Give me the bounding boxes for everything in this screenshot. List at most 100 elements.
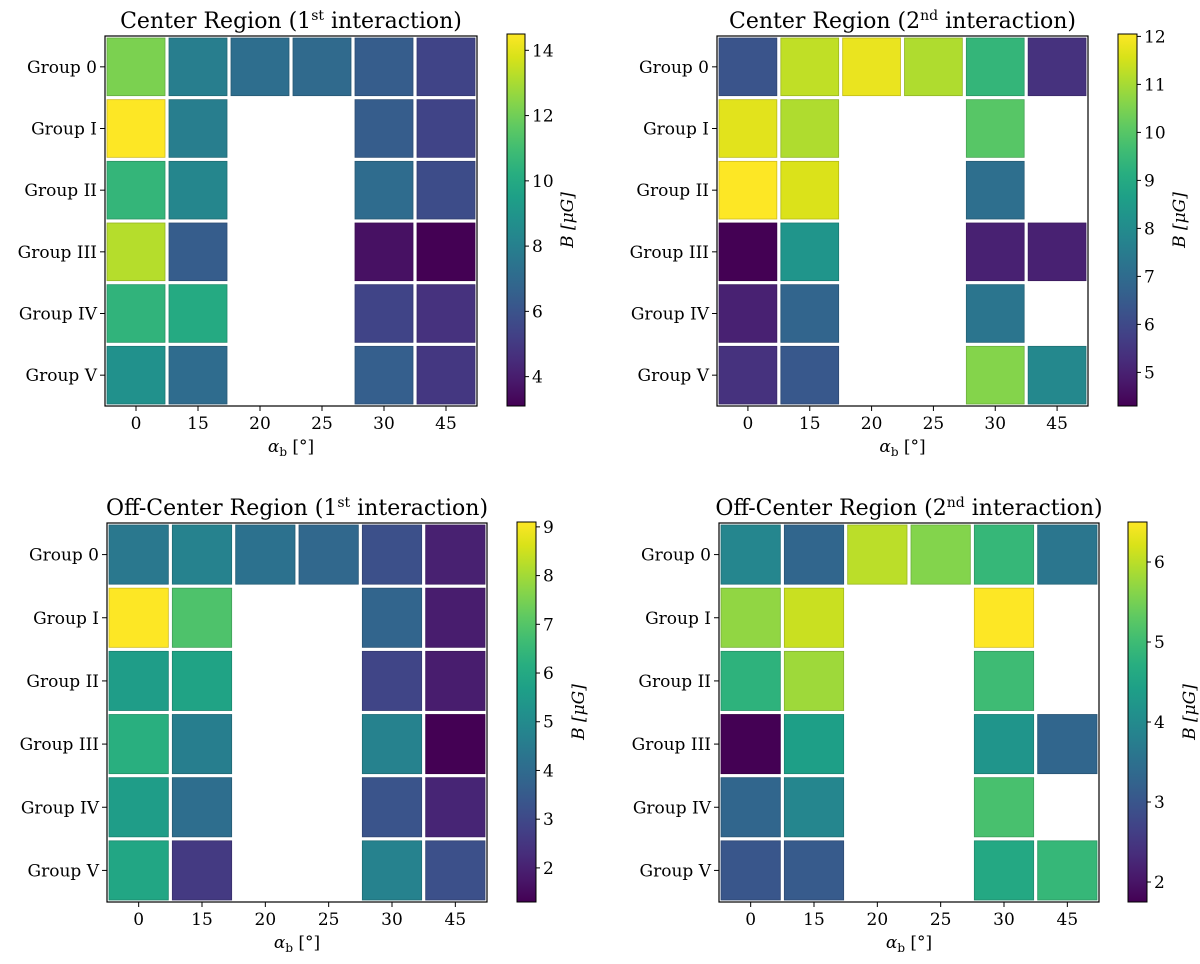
x-tick-label: 45 (435, 414, 457, 434)
colorbar-tick-label: 5 (1144, 363, 1155, 383)
heatmap-cell (168, 222, 228, 282)
heatmap-cell (720, 714, 781, 775)
heatmap-cell (1037, 714, 1098, 775)
colorbar-label: B [μG] (1180, 684, 1200, 741)
heatmap-cell (171, 714, 233, 775)
heatmap-cell (354, 284, 414, 343)
heatmap-cell (361, 714, 423, 775)
x-axis-label: αb [°] (268, 437, 314, 459)
colorbar-tick-label: 4 (543, 761, 554, 781)
heatmap-cell (416, 99, 476, 158)
heatmap-cell (425, 524, 486, 585)
x-axis-label-unit: [°] (293, 933, 320, 953)
heatmap-cell (965, 37, 1025, 97)
title-superscript: st (311, 8, 324, 24)
heatmap-cell (780, 345, 840, 405)
colorbar-tick-label: 12 (532, 107, 554, 127)
y-tick-label: Group I (643, 120, 709, 140)
y-tick-label: Group 0 (27, 58, 97, 78)
y-tick-label: Group 0 (639, 58, 709, 78)
panel-title: Center Region (1st interaction) (120, 8, 462, 34)
x-tick-label: 25 (930, 910, 952, 930)
x-tick-label: 25 (311, 414, 333, 434)
heatmap-cell (416, 222, 476, 282)
heatmap-panel-3: Off-Center Region (2nd interaction) Group… (632, 495, 1200, 955)
heatmap-cell (720, 777, 781, 838)
heatmap-cell (354, 37, 414, 97)
colorbar-tick-label: 2 (1154, 873, 1165, 893)
heatmap-cell (416, 160, 476, 220)
heatmap-cell (108, 524, 169, 585)
heatmap-cell (720, 587, 781, 648)
heatmap-cell (718, 284, 778, 343)
colorbar-tick-label: 5 (543, 713, 554, 733)
x-tick-label: 30 (993, 910, 1015, 930)
heatmap-cell (973, 777, 1035, 838)
y-tick-label: Group III (18, 243, 97, 263)
y-tick-label: Group V (28, 861, 100, 881)
y-tick-label: Group I (33, 609, 99, 629)
heatmap-cell (910, 524, 971, 585)
x-tick-label: 25 (318, 910, 340, 930)
heatmap-cell (1037, 524, 1098, 585)
heatmap-cell (108, 587, 169, 648)
heatmap-cell (106, 99, 166, 158)
colorbar-tick-label: 8 (532, 237, 543, 257)
heatmap-cell (168, 37, 228, 97)
x-tick-label: 15 (187, 414, 209, 434)
y-tick-label: Group I (645, 609, 711, 629)
x-tick-label: 30 (373, 414, 395, 434)
y-tick-label: Group III (20, 735, 99, 755)
x-axis-label-symbol: α (879, 437, 891, 457)
heatmap-cell (718, 160, 778, 220)
colorbar-tick-label: 12 (1144, 27, 1166, 47)
colorbar-tick-label: 7 (1144, 267, 1155, 287)
heatmap-cell (425, 587, 486, 648)
colorbar-label: B [μG] (558, 192, 578, 249)
heatmap-cell (973, 714, 1035, 775)
heatmap-cell (965, 284, 1025, 343)
heatmap-cell (965, 222, 1025, 282)
heatmap-cell (106, 345, 166, 405)
x-axis-label-unit: [°] (905, 933, 932, 953)
colorbar-tick-label: 6 (532, 302, 543, 322)
heatmap-cell (106, 160, 166, 220)
heatmap-cell (230, 37, 290, 97)
title-superscript: nd (947, 495, 965, 511)
title-superscript: nd (920, 8, 938, 24)
x-axis-label-subscript: b (891, 445, 899, 459)
heatmap-cell (425, 714, 486, 775)
colorbar-tick-label: 10 (532, 172, 554, 192)
heatmap-cell (780, 160, 840, 220)
heatmap-cell (780, 99, 840, 158)
title-tail: interaction) (324, 9, 462, 34)
heatmap-cell (361, 524, 423, 585)
colorbar-tick-label: 10 (1144, 123, 1166, 143)
heatmap-cell (171, 650, 233, 711)
heatmap-cell (416, 37, 476, 97)
heatmap-cell (354, 222, 414, 282)
heatmap-cell (361, 650, 423, 711)
y-tick-label: Group V (640, 861, 712, 881)
x-tick-label: 30 (984, 414, 1006, 434)
heatmap-cell (292, 37, 352, 97)
heatmap-cell (171, 840, 233, 901)
y-tick-label: Group II (638, 672, 711, 692)
colorbar-tick-label: 5 (1154, 633, 1165, 653)
heatmap-cell (720, 650, 781, 711)
panel-title: Center Region (2nd interaction) (729, 8, 1076, 34)
heatmap-cell (354, 160, 414, 220)
y-tick-label: Group II (24, 181, 97, 201)
title-tail: interaction) (938, 9, 1076, 34)
colorbar-label: B [μG] (1170, 192, 1190, 249)
x-tick-label: 20 (861, 414, 883, 434)
colorbar-tick-label: 9 (543, 518, 554, 538)
heatmap-cell (783, 587, 845, 648)
heatmap-cell (847, 524, 908, 585)
heatmap-cell (1037, 840, 1098, 901)
colorbar-tick-label: 2 (543, 859, 554, 879)
heatmap-cell (1027, 222, 1087, 282)
y-tick-label: Group II (26, 672, 99, 692)
y-tick-label: Group II (636, 181, 709, 201)
panel-title: Off-Center Region (2nd interaction) (715, 495, 1102, 521)
